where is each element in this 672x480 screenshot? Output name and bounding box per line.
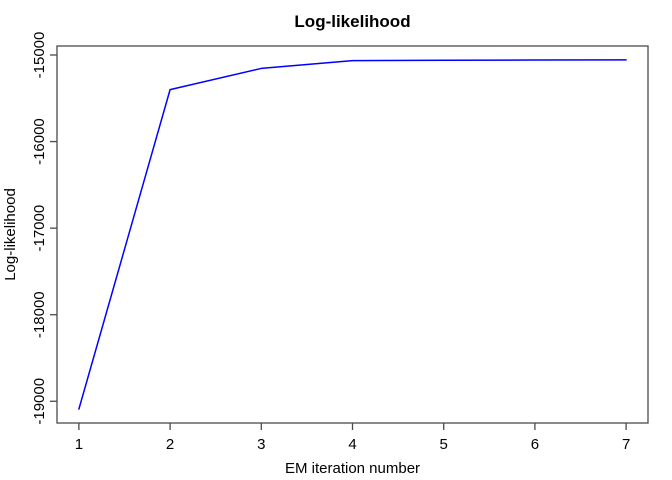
x-tick-label: 3 <box>257 436 265 453</box>
data-line <box>78 59 627 410</box>
x-tick-label: 6 <box>531 436 539 453</box>
x-tick-label: 2 <box>166 436 174 453</box>
y-tick-label: -16000 <box>31 118 48 165</box>
y-tick-label: -18000 <box>31 291 48 338</box>
x-tick-label: 7 <box>622 436 630 453</box>
x-tick-label: 1 <box>75 436 83 453</box>
x-tick-label: 5 <box>440 436 448 453</box>
x-axis-label: EM iteration number <box>285 460 420 477</box>
x-tick-label: 4 <box>348 436 356 453</box>
y-axis-label: Log-likelihood <box>2 188 19 281</box>
y-tick-label: -17000 <box>31 205 48 252</box>
y-tick-label: -19000 <box>31 378 48 425</box>
chart-title: Log-likelihood <box>294 12 410 31</box>
y-tick-label: -15000 <box>31 32 48 79</box>
